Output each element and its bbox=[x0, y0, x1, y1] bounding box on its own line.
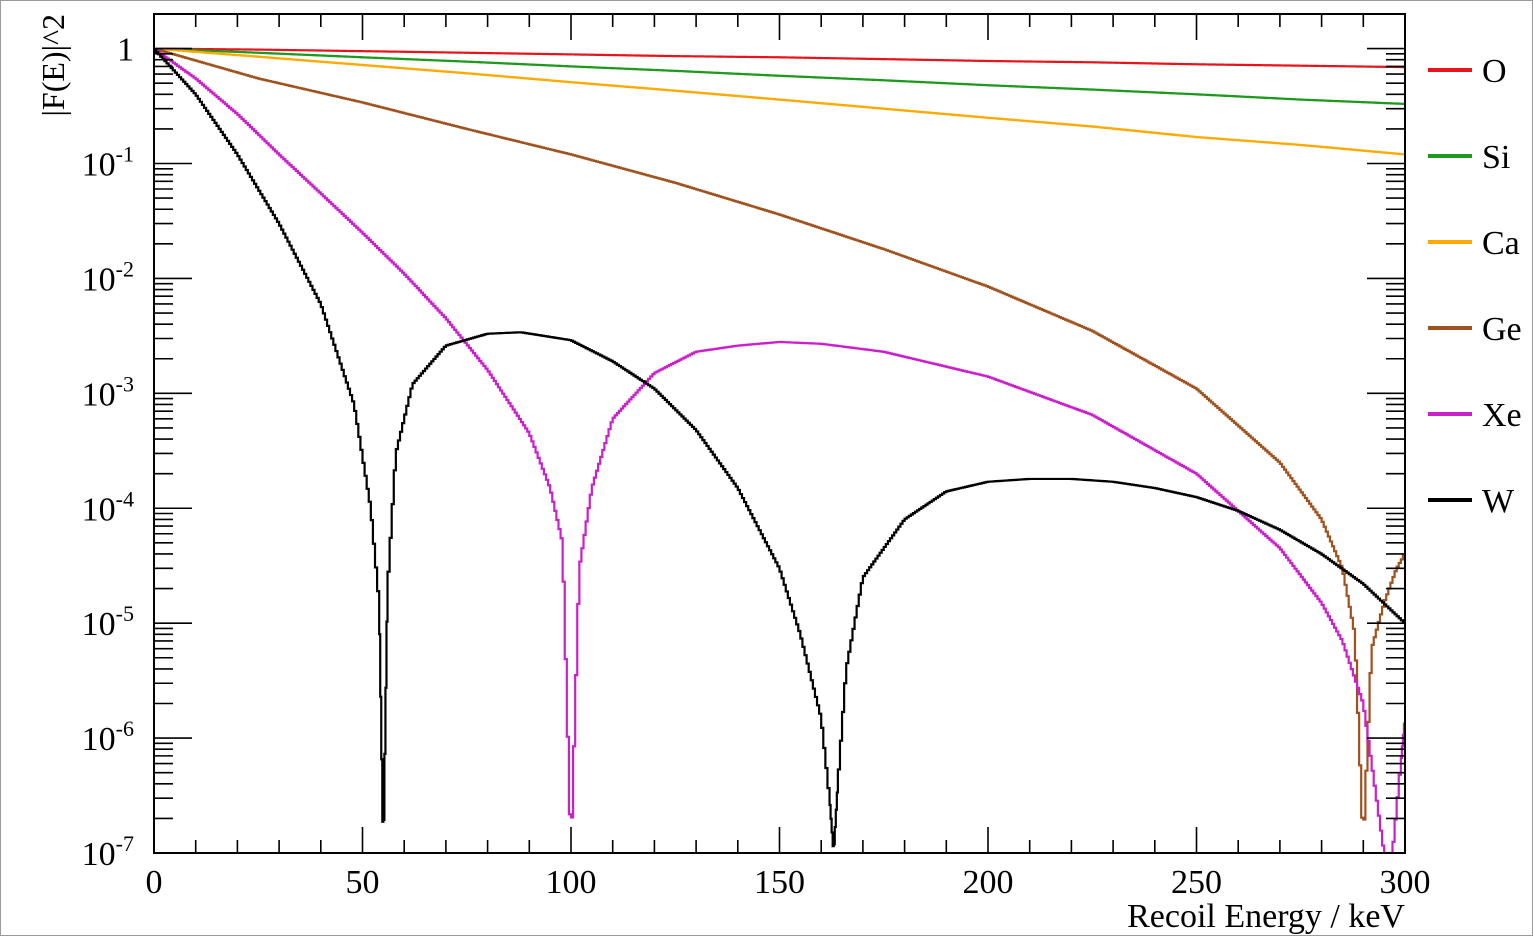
y-tick-exponent: -3 bbox=[116, 371, 134, 396]
y-tick-label: 1 bbox=[117, 32, 134, 69]
legend-label-ge: Ge bbox=[1482, 311, 1522, 348]
y-tick-exponent: -7 bbox=[116, 831, 134, 856]
y-tick-base: 10 bbox=[82, 147, 116, 184]
y-tick-base: 10 bbox=[82, 606, 116, 643]
y-tick-exponent: -6 bbox=[116, 716, 134, 741]
y-axis-label: |F(E)|^2 bbox=[35, 14, 71, 116]
y-tick-label: 10-7 bbox=[82, 831, 134, 873]
y-tick-exponent: -2 bbox=[116, 256, 134, 281]
y-tick-exponent: -5 bbox=[116, 601, 134, 626]
y-tick-label: 10-6 bbox=[82, 716, 134, 758]
y-tick-label: 10-3 bbox=[82, 371, 134, 413]
y-tick-label: 10-2 bbox=[82, 256, 134, 298]
series-line-ca bbox=[154, 47, 1405, 156]
legend-label-o: O bbox=[1482, 53, 1507, 90]
y-tick-base: 10 bbox=[82, 376, 116, 413]
legend-label-ca: Ca bbox=[1482, 225, 1520, 262]
y-tick-base: 1 bbox=[117, 32, 134, 69]
y-tick-exponent: -4 bbox=[116, 486, 134, 511]
y-tick-label: 10-1 bbox=[82, 142, 134, 184]
y-tick-exponent: -1 bbox=[116, 142, 134, 167]
x-axis-label: Recoil Energy / keV bbox=[1127, 898, 1405, 935]
y-tick-label: 10-4 bbox=[82, 486, 134, 528]
legend: O Si Ca Ge Xe W bbox=[1428, 53, 1522, 520]
series-layer bbox=[154, 47, 1405, 853]
x-tick-labels: 0 50 100 150 200 250 300 bbox=[146, 864, 1431, 901]
x-tick-label: 100 bbox=[546, 864, 597, 901]
x-tick-label: 200 bbox=[963, 864, 1014, 901]
x-tick-label: 50 bbox=[346, 864, 380, 901]
y-tick-base: 10 bbox=[82, 261, 116, 298]
legend-label-si: Si bbox=[1482, 139, 1510, 176]
y-tick-labels: 110-110-210-310-410-510-610-7 bbox=[82, 32, 134, 873]
plot-area bbox=[153, 13, 1406, 854]
plot-frame bbox=[153, 13, 1406, 854]
y-tick-base: 10 bbox=[82, 491, 116, 528]
y-tick-label: 10-5 bbox=[82, 601, 134, 643]
series-line-ge bbox=[154, 47, 1405, 821]
axis-ticks bbox=[153, 13, 1406, 854]
series-line-si bbox=[154, 47, 1405, 105]
y-tick-base: 10 bbox=[82, 721, 116, 758]
series-line-o bbox=[154, 47, 1405, 69]
x-tick-label: 150 bbox=[754, 864, 805, 901]
y-tick-base: 10 bbox=[82, 836, 116, 873]
legend-label-xe: Xe bbox=[1482, 397, 1522, 434]
legend-label-w: W bbox=[1482, 483, 1515, 520]
series-line-xe bbox=[154, 48, 1405, 853]
series-line-w bbox=[154, 48, 1405, 848]
x-tick-label: 250 bbox=[1171, 864, 1222, 901]
x-tick-label: 300 bbox=[1380, 864, 1431, 901]
x-tick-label: 0 bbox=[146, 864, 163, 901]
